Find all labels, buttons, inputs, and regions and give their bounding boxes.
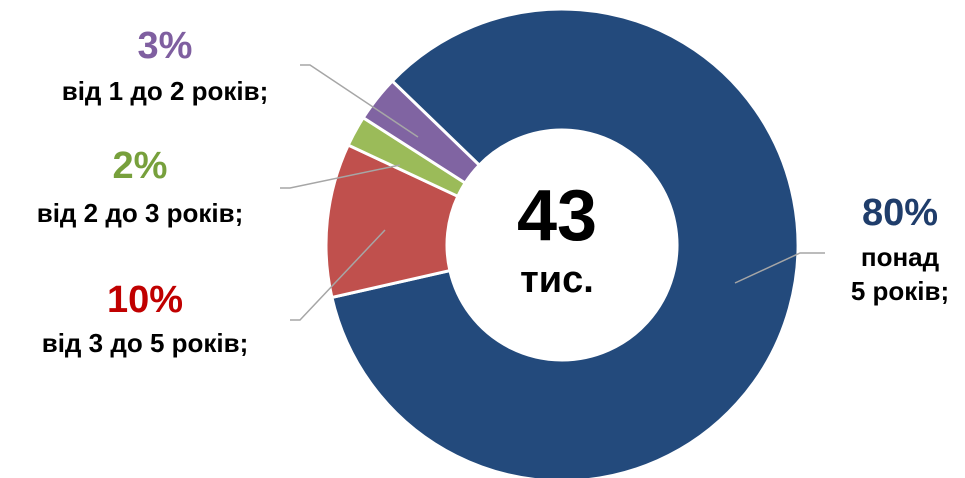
value-label: 2%: [113, 145, 168, 187]
category-label: понад 5 років;: [851, 242, 949, 306]
category-label: від 2 до 3 років;: [37, 198, 244, 228]
category-label: від 1 до 2 років;: [62, 76, 269, 106]
value-label: 3%: [138, 25, 193, 67]
donut-segment: [361, 78, 482, 186]
center-label: 43: [517, 176, 597, 256]
leader-line: [290, 229, 386, 321]
donut-segment: [330, 7, 800, 478]
value-label: 10%: [107, 279, 183, 321]
category-label: від 3 до 5 років;: [42, 328, 249, 358]
value-label: 80%: [862, 192, 938, 234]
center-sublabel: тис.: [520, 259, 594, 301]
leader-line: [280, 164, 401, 189]
leader-line: [734, 252, 825, 284]
leader-line: [300, 64, 419, 138]
